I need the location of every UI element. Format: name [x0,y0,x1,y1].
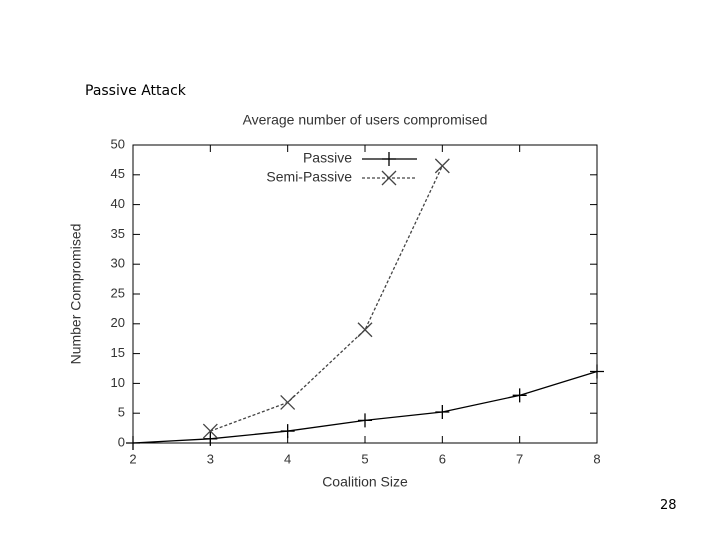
legend-label: Passive [303,150,352,166]
legend-label: Semi-Passive [266,169,352,185]
point-marker [126,436,140,450]
x-tick-label: 7 [516,451,523,466]
x-axis-label: Coalition Size [322,474,408,490]
x-tick-label: 3 [207,451,214,466]
y-tick-label: 35 [111,226,125,241]
y-tick-label: 25 [111,285,125,300]
point-marker [435,405,450,420]
series-line [210,165,443,432]
y-tick-label: 50 [111,136,125,151]
x-tick-label: 5 [361,451,368,466]
y-tick-label: 0 [118,434,125,449]
x-tick-label: 2 [129,451,136,466]
y-tick-label: 40 [111,196,125,211]
series-line [132,370,598,444]
x-tick-label: 8 [593,451,600,466]
point-marker [358,413,372,428]
y-tick-label: 20 [111,315,125,330]
y-axis-label: Number Compromised [68,224,84,365]
plot-frame [132,144,598,444]
page-number: 28 [660,498,677,513]
y-tick-label: 30 [111,256,125,271]
legend-marker [381,170,397,186]
point-marker [512,388,527,403]
slide-title: Passive Attack [85,83,186,99]
y-tick-label: 10 [111,375,125,390]
y-tick-label: 5 [118,405,125,420]
point-marker [203,431,218,446]
y-tick-label: 15 [111,345,125,360]
chart-title: Average number of users compromised [243,112,488,128]
point-marker [357,322,373,338]
y-tick-label: 45 [111,166,125,181]
point-marker [434,158,450,174]
point-marker [280,424,295,439]
legend-marker [382,152,396,166]
point-marker [590,364,604,379]
x-tick-label: 6 [439,451,446,466]
point-marker [202,423,218,439]
point-marker [280,395,296,410]
x-tick-label: 4 [284,451,291,466]
